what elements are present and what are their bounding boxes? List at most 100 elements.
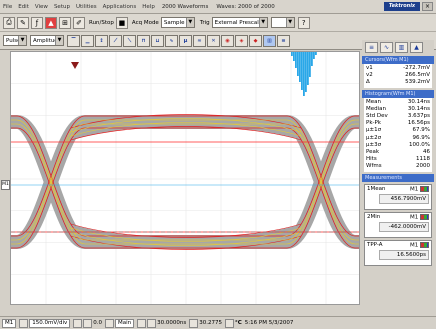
histogram-bar bbox=[291, 52, 293, 56]
trig-value: External Prescale bbox=[214, 19, 263, 26]
eye-trace bbox=[70, 235, 302, 250]
temperature-label: °C bbox=[235, 320, 242, 326]
measurement-source: M1 bbox=[410, 214, 419, 221]
histogram-bar bbox=[293, 52, 295, 61]
trigger-spin-icon[interactable] bbox=[225, 318, 234, 328]
measurement-item[interactable]: TPP-A M1 16.5600ps bbox=[364, 239, 432, 266]
trig-level-field[interactable]: ▼ bbox=[270, 17, 295, 28]
scroll-up-icon[interactable]: ▲ bbox=[410, 41, 423, 53]
meas-fall-icon[interactable]: ⟍ bbox=[123, 34, 136, 47]
trig-select[interactable]: External Prescale ▼ bbox=[211, 17, 268, 28]
chevron-down-icon: ▼ bbox=[18, 36, 26, 45]
timebase-main-button[interactable]: Main bbox=[115, 318, 135, 328]
vertical-scale-field[interactable]: 150.0mV/div bbox=[29, 318, 71, 328]
meas-amplitude-icon[interactable]: ↕ bbox=[95, 34, 108, 47]
histogram-icon[interactable]: ▥ bbox=[395, 41, 408, 53]
main-toolbar: ⎙ ✎ ƒ ▲ ⊞ ✐ Run/Stop ■ Acq Mode Sample ▼ … bbox=[0, 14, 436, 32]
channel-selector[interactable]: M1 bbox=[2, 318, 17, 328]
eye-trace bbox=[11, 119, 359, 241]
eye-trace bbox=[70, 231, 302, 246]
chevron-down-icon: ▼ bbox=[55, 36, 63, 45]
meas-low-icon[interactable]: ▁ bbox=[81, 34, 94, 47]
pulse-select[interactable]: Pulse ▼ bbox=[3, 35, 27, 46]
cursor-readout: v1 -272.7mV v2 266.5mV Δ 539.2mV bbox=[364, 64, 432, 88]
eye-trace bbox=[11, 115, 359, 237]
meas-cross-icon[interactable]: ✕ bbox=[207, 34, 220, 47]
menu-applications[interactable]: Applications bbox=[102, 3, 137, 10]
hist-row: Median 30.14ns bbox=[366, 106, 430, 113]
meas-all-icon[interactable]: ≡ bbox=[277, 34, 290, 47]
run-stop-icon[interactable]: ■ bbox=[115, 16, 128, 29]
cursor-label: Δ bbox=[366, 79, 370, 86]
histogram-bar bbox=[295, 52, 297, 68]
menu-setup[interactable]: Setup bbox=[53, 3, 70, 10]
color-swatch-icon bbox=[420, 241, 429, 248]
help-icon[interactable]: ? bbox=[297, 16, 310, 29]
waves-status: Waves: 2000 of 2000 bbox=[216, 3, 275, 10]
acq-mode-select[interactable]: Sample ▼ bbox=[160, 17, 195, 28]
histogram-readout: Mean 30.14ns Median 30.14ns Std Dev 3.637ps… bbox=[364, 97, 432, 172]
menu-help[interactable]: Help bbox=[142, 3, 155, 10]
offset-spin-icon[interactable] bbox=[105, 318, 114, 328]
clock-time: 5:16 PM 5/3/2007 bbox=[244, 320, 294, 326]
search-icon[interactable] bbox=[147, 318, 157, 328]
print-icon[interactable]: ⎙ bbox=[3, 16, 15, 29]
autoset-icon[interactable]: ▲ bbox=[45, 16, 57, 29]
histogram-bar bbox=[313, 52, 315, 59]
cursor-readout-icon[interactable]: ≡ bbox=[365, 41, 378, 53]
histogram-bar bbox=[305, 52, 307, 92]
offset-readout: 0.0 bbox=[93, 320, 102, 326]
hist-value: 100.0% bbox=[409, 141, 430, 148]
meas-eye-icon[interactable]: ◉ bbox=[221, 34, 234, 47]
acq-mode-value: Sample bbox=[163, 19, 185, 26]
close-icon[interactable]: × bbox=[422, 2, 433, 11]
zoom-in-icon[interactable] bbox=[137, 318, 147, 328]
meas-rise-icon[interactable]: ⟋ bbox=[109, 34, 122, 47]
function-icon[interactable]: ƒ bbox=[31, 16, 43, 29]
hist-label: Pk-Pk bbox=[366, 120, 381, 127]
measurements-panel-title: Measurements bbox=[362, 173, 434, 182]
eye-diagram bbox=[11, 52, 359, 304]
scale-spin-icon[interactable] bbox=[73, 318, 83, 328]
waveform-icon[interactable]: ∿ bbox=[380, 41, 393, 53]
meas-period-icon[interactable]: ⊔ bbox=[151, 34, 164, 47]
hist-label: Wfms bbox=[366, 163, 382, 170]
hist-value: 1118 bbox=[416, 156, 430, 163]
menu-utilities[interactable]: Utilities bbox=[75, 3, 97, 10]
eye-trace bbox=[11, 127, 359, 249]
histogram-bar bbox=[299, 52, 301, 82]
channel-marker: M1 bbox=[1, 180, 10, 190]
measurement-value: 16.5600ps bbox=[379, 250, 429, 261]
measure-icon[interactable]: ✎ bbox=[17, 16, 29, 29]
run-stop-label[interactable]: Run/Stop bbox=[89, 19, 114, 26]
trigger-position-readout: 30.2775 bbox=[199, 320, 222, 326]
pen-icon[interactable]: ✐ bbox=[73, 16, 85, 29]
meas-high-icon[interactable]: ▔ bbox=[67, 34, 80, 47]
position-spin-icon[interactable] bbox=[189, 318, 199, 328]
menu-file[interactable]: File bbox=[3, 3, 13, 10]
trig-label: Trig bbox=[199, 19, 210, 26]
hist-value: 67.9% bbox=[412, 127, 430, 134]
meas-mean-icon[interactable]: μ bbox=[179, 34, 192, 47]
meas-hist-icon[interactable]: ▥ bbox=[263, 34, 276, 47]
zoom-icon[interactable]: ⊞ bbox=[59, 16, 71, 29]
meas-width-icon[interactable]: ⊓ bbox=[137, 34, 150, 47]
meas-freq-icon[interactable]: ∿ bbox=[165, 34, 178, 47]
menu-view[interactable]: View bbox=[34, 3, 48, 10]
amplitude-select[interactable]: Amplitude ▼ bbox=[30, 35, 64, 46]
menu-edit[interactable]: Edit bbox=[18, 3, 29, 10]
measurement-source: M1 bbox=[410, 186, 419, 193]
channel-scroll-icon[interactable] bbox=[19, 318, 29, 328]
measurement-name: 1Mean bbox=[367, 185, 386, 192]
cursor-label: v1 bbox=[366, 65, 373, 71]
readout-panel-toolbar: ≡ ∿ ▥ ▲ bbox=[362, 40, 434, 54]
meas-jitter-icon[interactable]: ◈ bbox=[235, 34, 248, 47]
meas-rms-icon[interactable]: ≈ bbox=[193, 34, 206, 47]
scale-spin-icon[interactable] bbox=[83, 318, 93, 328]
hist-row: Std Dev 3.637ps bbox=[366, 113, 430, 120]
meas-mask-icon[interactable]: ◆ bbox=[249, 34, 262, 47]
measurement-item[interactable]: 2Min M1 -462.0000mV bbox=[364, 211, 432, 238]
waveform-display[interactable] bbox=[10, 51, 360, 305]
measurement-item[interactable]: 1Mean M1 456.7900mV bbox=[364, 183, 432, 210]
